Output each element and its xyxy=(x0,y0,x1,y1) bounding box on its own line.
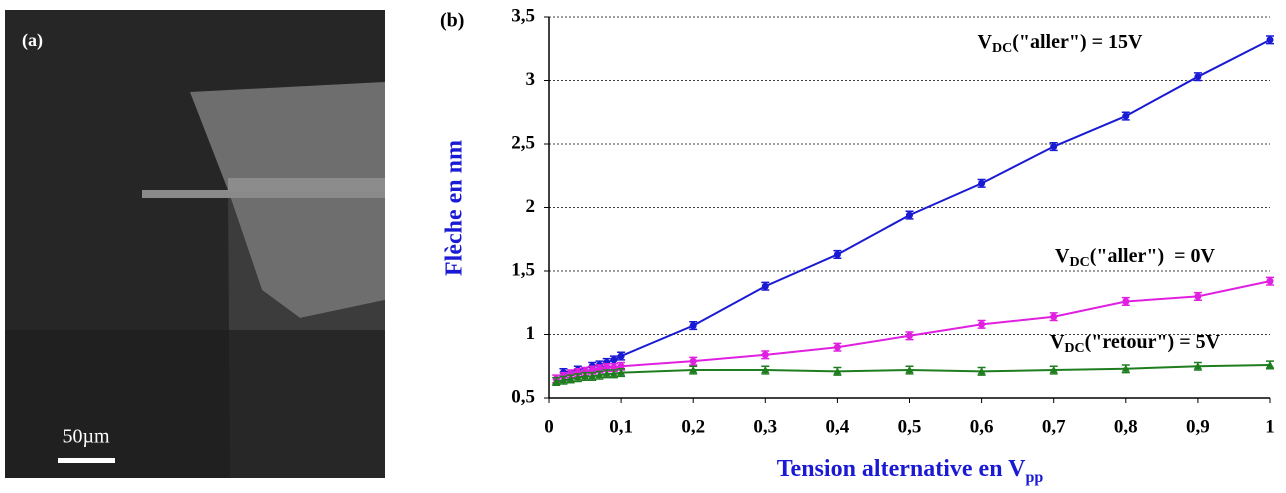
marker xyxy=(581,372,590,380)
series-label: VDC("aller") = 15V xyxy=(978,31,1143,57)
series-label-main: V xyxy=(1055,245,1070,267)
marker xyxy=(566,374,575,382)
series-label: VDC("retour") = 5V xyxy=(1050,331,1221,357)
marker xyxy=(833,367,842,375)
marker xyxy=(905,366,914,374)
x-tick-label: 0 xyxy=(544,416,554,437)
marker xyxy=(602,369,611,377)
x-axis-label: Tension alternative en Vpp xyxy=(777,456,1044,486)
series-label-rest: ("retour") = 5V xyxy=(1085,331,1221,353)
marker xyxy=(761,282,769,290)
x-tick-label: 1 xyxy=(1265,416,1275,437)
marker xyxy=(1050,313,1058,321)
panel-label: (a) xyxy=(22,30,43,51)
marker xyxy=(617,362,625,370)
x-tick-label: 0,6 xyxy=(970,416,994,437)
marker xyxy=(610,356,618,364)
marker xyxy=(1121,364,1130,372)
marker xyxy=(1049,366,1058,374)
y-tick-label: 2 xyxy=(526,196,536,217)
y-tick-label: 2,5 xyxy=(511,132,535,153)
x-axis-label-sub: pp xyxy=(1025,469,1043,486)
x-tick-label: 0,7 xyxy=(1042,416,1066,437)
marker xyxy=(603,364,611,372)
marker xyxy=(617,352,625,360)
series-label: VDC("aller") = 0V xyxy=(1055,245,1215,271)
scale-bar xyxy=(58,458,115,463)
y-axis-label: Flèche en nm xyxy=(442,140,468,276)
marker xyxy=(595,365,603,373)
y-tick-label: 1 xyxy=(526,323,536,344)
marker xyxy=(906,211,913,219)
marker xyxy=(1194,292,1202,300)
x-tick-label: 0,4 xyxy=(826,416,850,437)
marker xyxy=(1194,73,1202,81)
marker xyxy=(588,372,597,380)
marker xyxy=(617,368,626,376)
marker xyxy=(689,322,697,330)
x-tick-label: 0,2 xyxy=(681,416,705,437)
marker xyxy=(573,373,582,381)
marker xyxy=(1266,36,1274,44)
marker xyxy=(978,320,986,328)
marker xyxy=(689,366,698,374)
series-label-main: V xyxy=(978,31,993,53)
y-tick-label: 3,5 xyxy=(511,5,535,26)
series-label-sub: DC xyxy=(992,41,1012,56)
y-tick-label: 3 xyxy=(526,69,536,90)
marker xyxy=(1122,112,1130,120)
marker xyxy=(559,376,568,384)
marker xyxy=(1050,143,1058,151)
marker xyxy=(833,343,841,351)
x-tick-label: 0,8 xyxy=(1114,416,1138,437)
marker xyxy=(761,351,769,359)
y-tick-label: 1,5 xyxy=(511,259,535,280)
marker xyxy=(588,366,596,374)
marker xyxy=(977,367,986,375)
marker xyxy=(1266,277,1274,285)
panel-label: (b) xyxy=(440,10,464,32)
marker xyxy=(1266,360,1274,368)
marker xyxy=(609,369,618,377)
marker xyxy=(552,377,561,385)
marker xyxy=(1122,297,1130,305)
x-axis-label-main: Tension alternative en V xyxy=(777,456,1026,482)
marker xyxy=(761,366,770,374)
series-label-main: V xyxy=(1050,331,1065,353)
x-tick-label: 0,9 xyxy=(1186,416,1210,437)
marker xyxy=(610,364,618,372)
marker xyxy=(978,179,986,187)
series-label-sub: DC xyxy=(1064,341,1084,356)
y-tick-label: 0,5 xyxy=(511,386,535,407)
series-label-sub: DC xyxy=(1069,255,1089,270)
series-label-rest: ("aller") = 15V xyxy=(1012,31,1143,53)
series-label-rest: ("aller") = 0V xyxy=(1090,245,1216,267)
x-tick-label: 0,5 xyxy=(898,416,922,437)
micrograph: (a) 50µm xyxy=(5,10,385,478)
scale-label: 50µm xyxy=(62,426,110,448)
x-tick-label: 0,3 xyxy=(753,416,777,437)
series-line xyxy=(563,38,1271,374)
marker xyxy=(906,332,913,340)
marker xyxy=(1193,362,1202,370)
marker xyxy=(689,357,697,365)
marker xyxy=(833,250,841,258)
x-tick-label: 0,1 xyxy=(609,416,633,437)
marker xyxy=(595,371,604,379)
